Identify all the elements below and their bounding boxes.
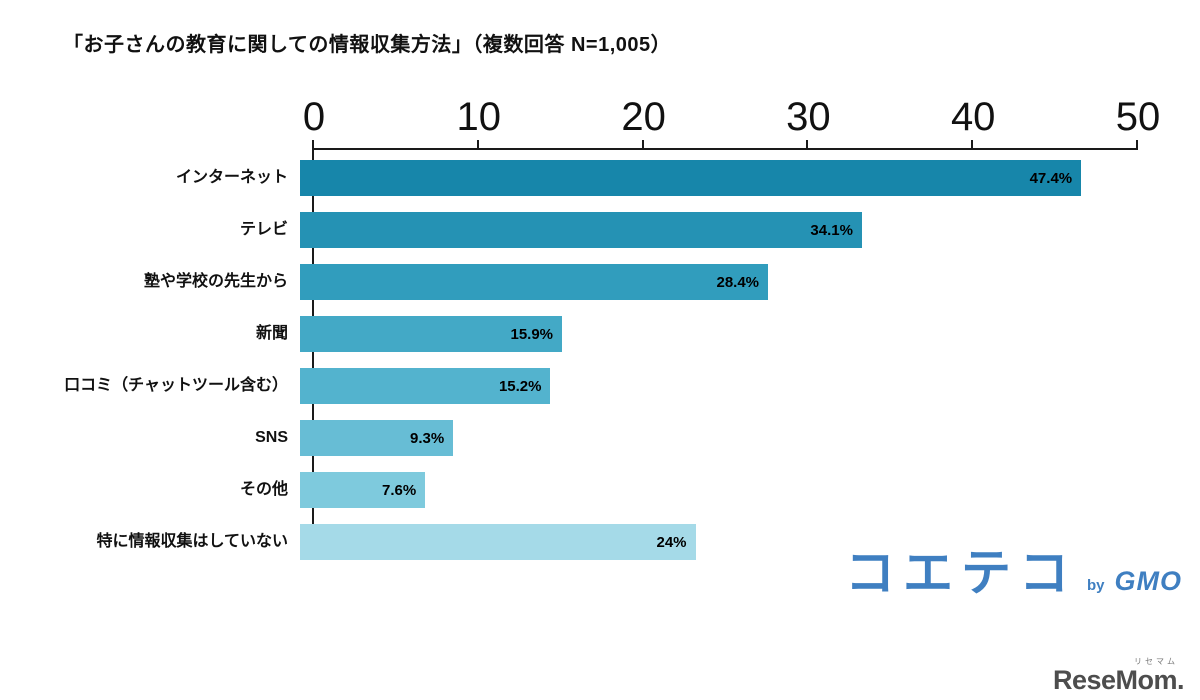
bar-track: 15.2% <box>300 368 1124 404</box>
axis-tick-label: 50 <box>1115 95 1161 139</box>
bar-row: その他 7.6% <box>0 464 1140 516</box>
bar-track: 15.9% <box>300 316 1124 352</box>
bar-row: インターネット 47.4% <box>0 152 1140 204</box>
bar-track: 47.4% <box>300 160 1124 196</box>
category-label: 特に情報収集はしていない <box>96 533 288 551</box>
axis-tick: 0 <box>303 97 325 150</box>
bar-rows: インターネット 47.4% テレビ 34.1% 塾や学校の先生から 28.4% 新聞 15.9… <box>0 152 1140 568</box>
gmo-logo: GMO <box>1114 566 1183 596</box>
value-label: 7.6% <box>382 481 417 499</box>
axis-tick: 40 <box>951 97 995 150</box>
axis-tick-label: 0 <box>302 95 326 139</box>
category-label: 新聞 <box>255 325 288 343</box>
bar: 15.2% <box>300 368 551 404</box>
coeteco-by-text: by <box>1087 577 1105 594</box>
category-label: その他 <box>239 481 288 499</box>
bar-row: 塾や学校の先生から 28.4% <box>0 256 1140 308</box>
category-label: テレビ <box>239 221 288 239</box>
value-label: 15.9% <box>510 325 554 343</box>
bar-track: 9.3% <box>300 420 1124 456</box>
value-label: 47.4% <box>1029 169 1073 187</box>
axis-tick-label: 20 <box>621 95 666 139</box>
resemom-wordmark: ReseMom. <box>1052 665 1185 695</box>
value-label: 28.4% <box>716 273 760 291</box>
bar-track: 24% <box>300 524 1124 560</box>
bar-row: 特に情報収集はしていない 24% <box>0 516 1140 568</box>
value-label: 15.2% <box>498 377 542 395</box>
axis-tick: 30 <box>786 97 831 150</box>
axis-tick-label: 40 <box>950 95 996 139</box>
axis-tick: 20 <box>621 97 666 150</box>
x-axis: 0 10 20 30 40 50 <box>303 97 1160 150</box>
resemom-kana-label: リセマム <box>1134 657 1178 666</box>
category-label: 塾や学校の先生から <box>143 273 288 291</box>
axis-tick-label: 30 <box>786 95 831 139</box>
bar: 28.4% <box>300 264 769 300</box>
resemom-logo: リセマム ReseMom. <box>1052 656 1185 695</box>
bar: 47.4% <box>300 160 1082 196</box>
bar-row: 口コミ（チャットツール含む） 15.2% <box>0 360 1140 412</box>
value-label: 34.1% <box>810 221 853 239</box>
category-label: SNS <box>255 429 288 447</box>
coeteco-logo: コエテコ by GMO <box>845 548 1182 598</box>
bar: 7.6% <box>300 472 426 508</box>
category-label: 口コミ（チャットツール含む） <box>64 377 288 395</box>
bar-track: 7.6% <box>300 472 1124 508</box>
bar-row: 新聞 15.9% <box>0 308 1140 360</box>
value-label: 24% <box>656 533 687 551</box>
bar-track: 28.4% <box>300 264 1124 300</box>
bar-row: SNS 9.3% <box>0 412 1140 464</box>
value-label: 9.3% <box>410 429 445 447</box>
bar: 9.3% <box>300 420 454 456</box>
category-label: インターネット <box>175 169 288 187</box>
bar-track: 34.1% <box>300 212 1124 248</box>
axis-tick: 10 <box>457 97 501 150</box>
bar: 24% <box>300 524 696 560</box>
bar: 15.9% <box>300 316 563 352</box>
axis-tick-label: 10 <box>456 95 502 139</box>
bar-row: テレビ 34.1% <box>0 204 1140 256</box>
axis-tick: 50 <box>1116 97 1160 150</box>
chart-title: 「お子さんの教育に関しての情報収集方法」（複数回答 N=1,005） <box>63 34 672 56</box>
y-axis <box>312 148 314 558</box>
bar: 34.1% <box>300 212 862 248</box>
coeteco-wordmark: コエテコ <box>845 545 1077 601</box>
